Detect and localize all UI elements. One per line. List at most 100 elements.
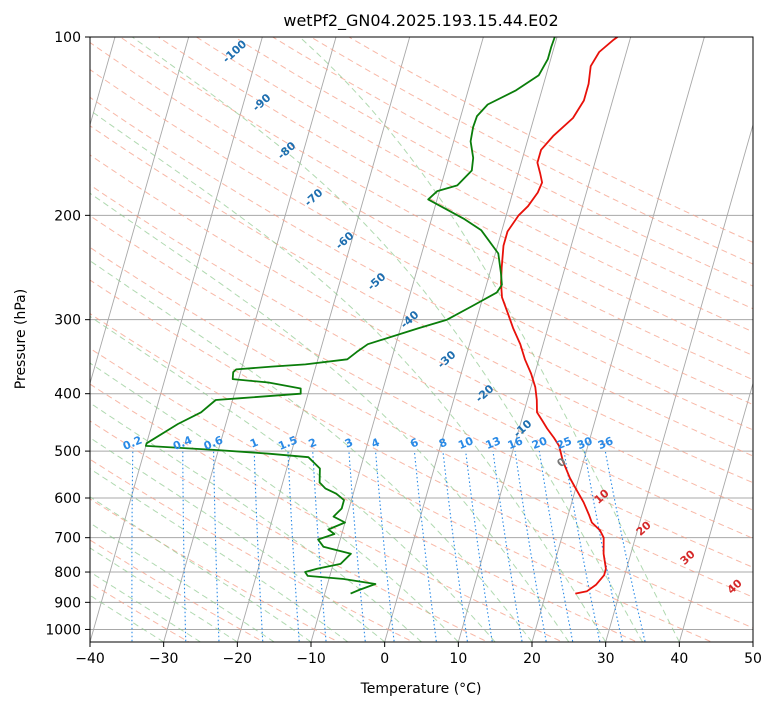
isotherm-label: -20 <box>473 382 497 405</box>
mixing-ratio-label: 0.4 <box>171 433 194 452</box>
x-tick-label: 0 <box>380 651 389 667</box>
dry-adiabat <box>90 347 639 642</box>
mixing-ratio-line <box>287 451 300 642</box>
dry-adiabat <box>90 539 265 642</box>
axes: −40 −30 −20 −10 0 10 20 30 40 50 1000 900 800 700 600 5… <box>45 30 762 667</box>
y-tick-label: 600 <box>54 491 81 507</box>
x-tick-label: −40 <box>75 651 105 667</box>
y-tick-label: 1000 <box>45 622 81 638</box>
dry-adiabat <box>90 246 753 598</box>
dry-adiabat <box>90 458 415 642</box>
moist-adiabat <box>90 402 422 642</box>
mixing-ratio-label: 13 <box>484 434 503 452</box>
dry-adiabat <box>195 37 753 333</box>
moist-adiabat <box>90 315 496 642</box>
x-axis-label: Temperature (°C) <box>360 681 482 697</box>
x-tick-label: 50 <box>744 651 762 667</box>
dry-adiabat <box>309 37 753 265</box>
mixing-ratio-label: 16 <box>506 434 525 452</box>
mixing-ratio-line <box>465 451 493 642</box>
mixing-ratio-label: 20 <box>530 434 549 452</box>
moist-adiabat <box>90 192 570 642</box>
mixing-ratio-label: 2 <box>307 436 319 451</box>
dry-adiabat <box>90 313 714 642</box>
isotherm-label: 30 <box>678 547 698 567</box>
isotherm-line <box>531 37 705 642</box>
y-tick-label: 400 <box>54 387 81 403</box>
mixing-ratio-label: 10 <box>456 434 475 452</box>
isotherm-label: 40 <box>725 576 745 596</box>
mixing-ratio-label: 1 <box>248 436 260 451</box>
isotherm-label: -60 <box>333 229 357 252</box>
isotherm-line <box>678 381 753 642</box>
y-tick-label: 200 <box>54 208 81 224</box>
x-tick-label: −10 <box>296 651 326 667</box>
isotherm-line <box>457 37 632 642</box>
isotherm-label: -50 <box>365 270 389 293</box>
dry-adiabat <box>90 582 190 642</box>
dry-adiabat <box>90 279 753 629</box>
mixing-ratio-label: 4 <box>370 436 382 451</box>
chart-title: wetPf2_GN04.2025.193.15.44.E02 <box>283 11 558 31</box>
isotherm-label: -90 <box>250 91 274 114</box>
mixing-ratio-line <box>514 451 547 642</box>
mixing-ratio-line <box>348 451 366 642</box>
isotherm-line <box>236 37 411 642</box>
dry-adiabat <box>271 37 753 287</box>
dry-adiabat <box>90 215 753 568</box>
dry-adiabat <box>157 37 753 357</box>
isotherm-line <box>384 37 558 642</box>
mixing-ratio-line <box>442 451 469 642</box>
moist-adiabat <box>90 522 275 642</box>
x-tick-label: 20 <box>523 651 541 667</box>
moist-adiabat <box>90 437 386 642</box>
isotherm-label: 20 <box>634 518 654 538</box>
mixing-ratio-label: 6 <box>408 436 420 451</box>
x-tick-label: 30 <box>597 651 615 667</box>
plot-area <box>82 37 753 649</box>
moist-adiabat <box>90 547 238 642</box>
mixing-ratio-label: 36 <box>596 434 615 452</box>
mixing-ratio-line <box>182 451 187 642</box>
isotherm-label: -70 <box>302 186 326 209</box>
y-tick-label: 300 <box>54 313 81 329</box>
temperature-profile <box>500 37 620 595</box>
dry-adiabat <box>90 96 753 457</box>
dewpoint-profile <box>145 37 556 595</box>
moist-adiabat <box>90 362 459 642</box>
x-tick-label: −30 <box>149 651 179 667</box>
moist-adiabat <box>299 37 680 642</box>
isotherm-label: -30 <box>435 348 459 371</box>
isotherm-line <box>752 640 753 642</box>
dry-adiabat <box>90 69 753 431</box>
isotherm-line <box>605 123 753 642</box>
x-tick-label: 10 <box>449 651 467 667</box>
dry-adiabat <box>90 154 753 511</box>
mixing-ratio-line <box>131 451 134 642</box>
mixing-ratio-line <box>374 451 395 642</box>
mixing-ratio-label: 30 <box>575 434 594 452</box>
mixing-ratio-line <box>583 451 623 642</box>
dry-adiabat <box>90 383 564 642</box>
y-tick-label: 800 <box>54 565 81 581</box>
isotherm-line <box>90 37 190 386</box>
mixing-ratio-line <box>82 451 86 649</box>
moist-adiabat <box>90 571 201 642</box>
y-tick-label: 700 <box>54 531 81 547</box>
dry-adiabat <box>90 498 340 642</box>
dry-adiabat <box>90 125 753 484</box>
moist-adiabat <box>90 468 349 642</box>
plot-frame <box>89 36 754 643</box>
dry-adiabat <box>90 420 489 642</box>
mixing-ratio-line <box>413 451 437 642</box>
moist-adiabat <box>90 109 607 642</box>
y-tick-label: 100 <box>54 30 81 46</box>
y-tick-label: 900 <box>54 595 81 611</box>
mixing-ratio-label: 25 <box>555 434 574 452</box>
mixing-ratio-line <box>604 451 646 642</box>
x-tick-label: −20 <box>223 651 253 667</box>
y-axis-label: Pressure (hPa) <box>13 289 29 389</box>
dry-adiabat <box>90 41 753 406</box>
mixing-ratio-line <box>253 451 264 642</box>
